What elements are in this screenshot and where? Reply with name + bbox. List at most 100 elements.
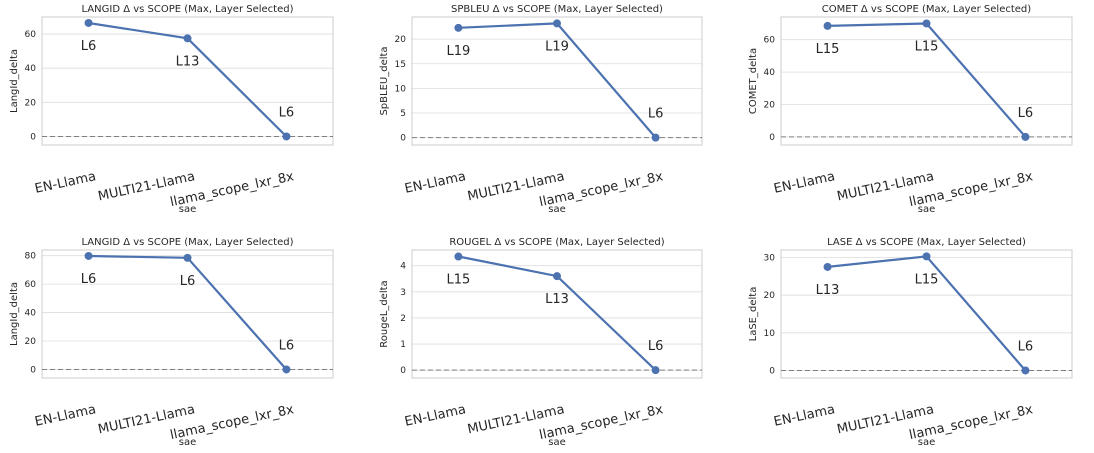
point-label: L15 bbox=[915, 272, 939, 287]
data-point bbox=[651, 366, 660, 375]
chart-panel-5: 01234L15L13L6EN-LlamaMULTI21-Llamallama_… bbox=[379, 237, 703, 448]
y-tick-label: 0 bbox=[30, 365, 36, 375]
plot-frame bbox=[41, 16, 334, 146]
y-axis-label: RougeL_delta bbox=[379, 280, 390, 347]
y-tick-label: 0 bbox=[400, 366, 406, 376]
x-axis-label: sae bbox=[179, 204, 197, 215]
x-axis-label: sae bbox=[548, 204, 566, 215]
point-label: L6 bbox=[1018, 339, 1034, 354]
point-label: L13 bbox=[545, 292, 569, 307]
data-point bbox=[922, 252, 931, 261]
plot-frame bbox=[780, 249, 1073, 379]
y-tick-label: 10 bbox=[395, 84, 407, 94]
y-tick-label: 40 bbox=[764, 68, 776, 78]
x-axis-label: sae bbox=[918, 204, 936, 215]
data-point bbox=[823, 21, 832, 30]
plot-frame bbox=[41, 249, 334, 379]
chart-title: LASE Δ vs SCOPE (Max, Layer Selected) bbox=[827, 237, 1026, 248]
point-label: L13 bbox=[176, 54, 200, 69]
y-tick-label: 0 bbox=[400, 134, 406, 144]
plot-frame bbox=[411, 16, 703, 146]
data-point bbox=[183, 34, 192, 43]
data-point bbox=[1021, 366, 1030, 375]
data-point bbox=[651, 133, 660, 142]
y-tick-label: 40 bbox=[25, 309, 37, 319]
x-tick-label: EN-Llama bbox=[403, 402, 467, 430]
y-tick-label: 10 bbox=[764, 329, 776, 339]
plot-frame bbox=[780, 16, 1073, 146]
y-axis-label: LangId_delta bbox=[9, 49, 20, 113]
y-tick-label: 20 bbox=[25, 98, 37, 108]
x-tick-label: EN-Llama bbox=[403, 169, 467, 197]
data-point bbox=[282, 365, 291, 374]
data-point bbox=[922, 19, 931, 28]
point-label: L19 bbox=[447, 44, 471, 59]
y-tick-label: 30 bbox=[764, 254, 776, 264]
chart-title: ROUGEL Δ vs SCOPE (Max, Layer Selected) bbox=[449, 237, 664, 248]
y-tick-label: 2 bbox=[400, 314, 406, 324]
y-tick-label: 80 bbox=[25, 252, 37, 262]
chart-title: COMET Δ vs SCOPE (Max, Layer Selected) bbox=[822, 4, 1031, 15]
y-tick-label: 40 bbox=[25, 64, 37, 74]
chart-title: SPBLEU Δ vs SCOPE (Max, Layer Selected) bbox=[451, 4, 663, 15]
y-axis-label: SpBLEU_delta bbox=[379, 46, 390, 115]
y-axis-label: LaSE_delta bbox=[748, 287, 759, 342]
y-tick-label: 20 bbox=[25, 337, 37, 347]
point-label: L6 bbox=[648, 339, 664, 354]
point-label: L6 bbox=[81, 39, 97, 54]
y-tick-label: 5 bbox=[400, 109, 406, 119]
y-tick-label: 3 bbox=[400, 288, 406, 298]
y-axis-label: LangId_delta bbox=[9, 282, 20, 346]
data-point bbox=[454, 23, 463, 32]
point-label: L6 bbox=[279, 338, 295, 353]
data-point bbox=[1021, 132, 1030, 141]
y-tick-label: 0 bbox=[769, 366, 775, 376]
y-axis-label: COMET_delta bbox=[748, 48, 759, 114]
x-axis-label: sae bbox=[548, 437, 566, 448]
point-label: L15 bbox=[447, 273, 471, 288]
point-label: L6 bbox=[648, 107, 664, 122]
y-tick-label: 60 bbox=[25, 280, 37, 290]
point-label: L6 bbox=[180, 274, 196, 289]
x-tick-label: EN-Llama bbox=[34, 402, 98, 430]
y-tick-label: 0 bbox=[30, 132, 36, 142]
x-tick-label: EN-Llama bbox=[773, 402, 837, 430]
x-tick-label: EN-Llama bbox=[34, 169, 98, 197]
point-label: L6 bbox=[279, 105, 295, 120]
data-point bbox=[84, 251, 93, 260]
y-tick-label: 60 bbox=[764, 36, 776, 46]
x-axis-label: sae bbox=[179, 437, 197, 448]
data-point bbox=[553, 272, 561, 281]
y-tick-label: 20 bbox=[395, 35, 407, 45]
data-point bbox=[553, 19, 561, 28]
point-label: L15 bbox=[816, 42, 840, 57]
chart-title: LANGID Δ vs SCOPE (Max, Layer Selected) bbox=[82, 237, 294, 248]
chart-title: LANGID Δ vs SCOPE (Max, Layer Selected) bbox=[82, 4, 294, 15]
point-label: L13 bbox=[816, 283, 840, 298]
x-tick-label: EN-Llama bbox=[773, 169, 837, 197]
y-tick-label: 20 bbox=[764, 291, 776, 301]
point-label: L19 bbox=[545, 39, 569, 54]
y-tick-label: 15 bbox=[395, 60, 406, 70]
point-label: L15 bbox=[915, 39, 939, 54]
data-point bbox=[282, 132, 291, 141]
y-tick-label: 20 bbox=[764, 100, 776, 110]
y-tick-label: 4 bbox=[400, 262, 406, 272]
data-point bbox=[823, 262, 832, 271]
data-point bbox=[183, 253, 192, 262]
x-axis-label: sae bbox=[918, 437, 936, 448]
data-point bbox=[84, 18, 93, 27]
data-point bbox=[454, 252, 463, 261]
point-label: L6 bbox=[81, 272, 97, 287]
point-label: L6 bbox=[1018, 106, 1034, 121]
y-tick-label: 60 bbox=[25, 30, 37, 40]
y-tick-label: 1 bbox=[400, 340, 406, 350]
y-tick-label: 0 bbox=[769, 133, 775, 143]
